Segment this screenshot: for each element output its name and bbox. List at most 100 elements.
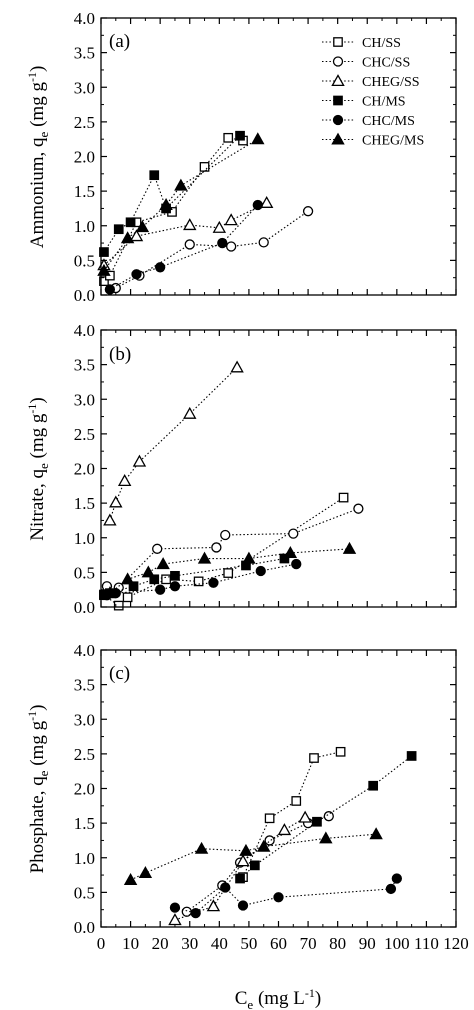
legend-label: CHEG/SS bbox=[362, 75, 420, 90]
y-tick-label: 1.0 bbox=[74, 529, 95, 548]
data-point-ch-ms bbox=[235, 130, 245, 141]
panel-c: 0.0 0.5 1.0 1.5 2.0 2.5 3.0 3.5 4.0 0 10 20 30 40 50 6… bbox=[25, 641, 469, 1010]
data-point-ch-ss bbox=[122, 592, 133, 603]
data-point-chc-ms bbox=[255, 565, 266, 577]
data-point-cheg-ms bbox=[342, 541, 357, 554]
data-point-ch-ms bbox=[99, 247, 109, 257]
x-tick-label: 80 bbox=[329, 934, 346, 953]
y-tick-label: 2.0 bbox=[74, 780, 95, 799]
data-point-chc-ms bbox=[385, 883, 397, 895]
data-point-chc-ms bbox=[104, 284, 116, 295]
data-point-ch-ss bbox=[223, 132, 234, 143]
data-point-ch-ss bbox=[291, 796, 302, 806]
data-point-cheg-ss bbox=[168, 913, 182, 926]
y-tick-label: 0.0 bbox=[74, 918, 95, 937]
panel-b-y-axis-title: Nitrate, qe (mg g-1) bbox=[25, 397, 51, 540]
series-line-cheg-ss bbox=[109, 367, 238, 521]
data-point-ch-ms bbox=[406, 751, 417, 761]
data-point-cheg-ss bbox=[109, 495, 123, 508]
data-point-cheg-ss bbox=[298, 810, 312, 823]
y-tick-label: 3.5 bbox=[74, 676, 95, 695]
series-line-ch-ms bbox=[239, 755, 412, 879]
data-point-ch-ms bbox=[125, 217, 136, 228]
data-point-cheg-ms bbox=[283, 546, 298, 559]
panel-b-label: (b) bbox=[109, 344, 131, 365]
data-point-cheg-ms bbox=[159, 198, 173, 211]
data-point-cheg-ss bbox=[117, 474, 132, 487]
data-point-cheg-ms bbox=[194, 841, 209, 854]
data-point-chc-ss bbox=[302, 206, 314, 217]
y-tick-label: 1.5 bbox=[74, 494, 95, 513]
legend-marker bbox=[332, 114, 344, 126]
panel-c-y-axis-title: Phosphate, qe (mg g-1) bbox=[25, 705, 51, 874]
panel-a-marks bbox=[97, 130, 314, 295]
data-point-cheg-ms bbox=[174, 178, 188, 191]
data-point-ch-ss bbox=[264, 813, 275, 824]
data-point-ch-ss bbox=[99, 276, 109, 287]
legend-label: CHC/SS bbox=[362, 56, 410, 71]
data-point-cheg-ms bbox=[120, 572, 135, 585]
data-point-chc-ms bbox=[190, 908, 201, 919]
data-point-cheg-ms bbox=[135, 220, 150, 233]
data-point-cheg-ss bbox=[132, 454, 147, 467]
panel-b-marks bbox=[99, 360, 364, 611]
data-point-ch-ms bbox=[368, 780, 379, 791]
data-point-chc-ms bbox=[169, 581, 181, 592]
data-point-chc-ms bbox=[208, 577, 219, 588]
y-tick-label: 4.0 bbox=[74, 321, 95, 340]
data-point-cheg-ms bbox=[256, 839, 271, 852]
data-point-chc-ss bbox=[258, 237, 269, 248]
panel-a-x-ticks bbox=[100, 18, 457, 295]
data-point-ch-ms bbox=[312, 816, 322, 827]
data-point-cheg-ss bbox=[277, 823, 292, 836]
panel-b: 0.0 0.5 1.0 1.5 2.0 2.5 3.0 3.5 4.0 (b) Nitrate,… bbox=[25, 321, 457, 617]
x-tick-label: 110 bbox=[414, 934, 439, 953]
panel-c-x-ticks: 0 10 20 30 40 50 60 70 80 90 100 110 120 bbox=[97, 650, 469, 953]
data-point-cheg-ms bbox=[103, 586, 117, 599]
legend-label: CH/SS bbox=[362, 36, 401, 51]
legend-marker bbox=[333, 95, 343, 106]
data-point-ch-ss bbox=[199, 162, 210, 172]
data-point-chc-ms bbox=[220, 882, 231, 893]
data-point-cheg-ms bbox=[369, 827, 383, 840]
series-line-cheg-ms bbox=[130, 833, 377, 881]
panel-a-label: (a) bbox=[109, 31, 130, 52]
legend-label: CH/MS bbox=[362, 95, 406, 110]
x-axis-title: Ce (mg L-1) bbox=[235, 986, 322, 1010]
y-tick-label: 1.0 bbox=[74, 217, 95, 236]
data-point-cheg-ss bbox=[236, 854, 250, 867]
data-point-chc-ss bbox=[184, 239, 195, 250]
x-tick-label: 30 bbox=[181, 934, 198, 953]
data-point-ch-ss bbox=[338, 492, 349, 503]
data-point-cheg-ms bbox=[123, 872, 138, 885]
data-point-chc-ms bbox=[217, 237, 228, 249]
y-tick-label: 2.0 bbox=[74, 460, 95, 479]
data-point-chc-ss bbox=[323, 811, 334, 822]
data-point-cheg-ss bbox=[183, 218, 197, 231]
data-point-chc-ss bbox=[220, 529, 231, 541]
y-tick-label: 0.0 bbox=[74, 598, 95, 617]
data-point-cheg-ms bbox=[242, 551, 256, 564]
panel-a-y-axis-title: Ammonium, qe (mg g-1) bbox=[25, 66, 51, 249]
x-tick-label: 90 bbox=[359, 934, 376, 953]
data-point-chc-ss bbox=[353, 503, 364, 514]
data-point-chc-ms bbox=[237, 900, 249, 911]
x-tick-label: 120 bbox=[443, 934, 469, 953]
data-point-ch-ms bbox=[128, 581, 139, 592]
data-point-chc-ms bbox=[391, 873, 402, 884]
x-tick-label: 100 bbox=[384, 934, 410, 953]
y-tick-label: 3.0 bbox=[74, 710, 95, 729]
y-tick-label: 0.0 bbox=[74, 286, 95, 305]
data-point-cheg-ms bbox=[138, 866, 153, 879]
legend-marker bbox=[332, 56, 344, 67]
data-point-chc-ms bbox=[252, 199, 263, 211]
legend-label: CHEG/MS bbox=[362, 134, 424, 149]
x-tick-label: 20 bbox=[152, 934, 169, 953]
panel-a-y-ticks: 0.0 0.5 1.0 1.5 2.0 2.5 3.0 3.5 4.0 bbox=[74, 9, 456, 305]
series-line-chc-ss bbox=[115, 210, 309, 289]
data-point-cheg-ss bbox=[224, 213, 238, 226]
y-tick-label: 3.5 bbox=[74, 44, 95, 63]
data-point-chc-ms bbox=[273, 892, 284, 903]
data-point-cheg-ms bbox=[141, 565, 156, 578]
x-tick-label: 70 bbox=[300, 934, 317, 953]
